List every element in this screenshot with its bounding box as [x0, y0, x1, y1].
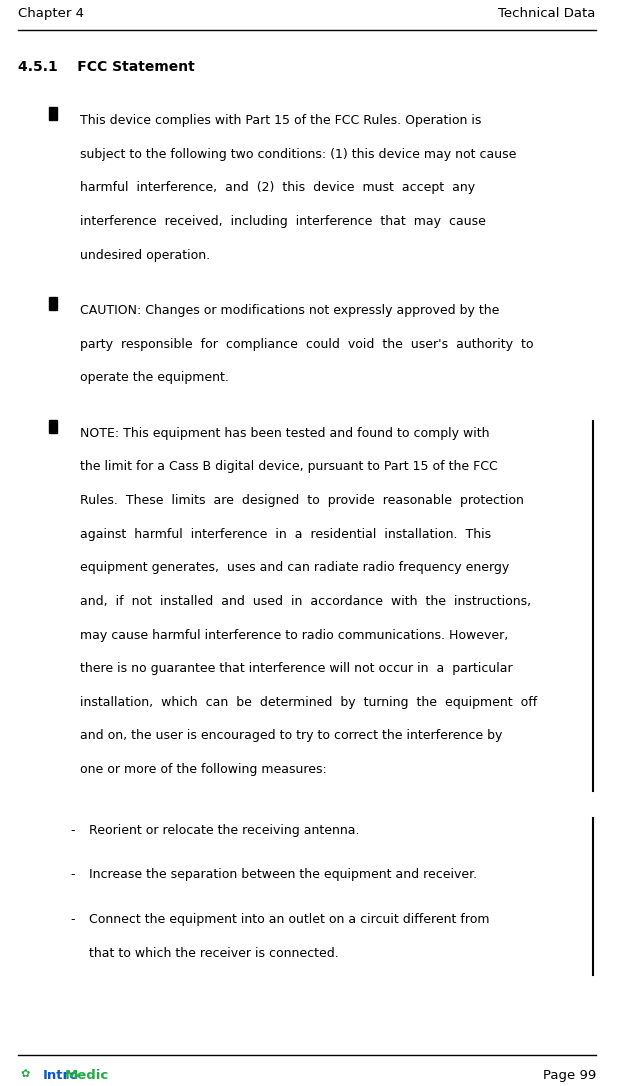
Text: NOTE: This equipment has been tested and found to comply with: NOTE: This equipment has been tested and…: [80, 427, 490, 440]
Text: equipment generates,  uses and can radiate radio frequency energy: equipment generates, uses and can radiat…: [80, 561, 509, 574]
Text: Increase the separation between the equipment and receiver.: Increase the separation between the equi…: [89, 869, 477, 882]
Bar: [49, 298, 56, 311]
Text: CAUTION: Changes or modifications not expressly approved by the: CAUTION: Changes or modifications not ex…: [80, 304, 499, 317]
Text: Connect the equipment into an outlet on a circuit different from: Connect the equipment into an outlet on …: [89, 913, 490, 926]
Text: Rules.  These  limits  are  designed  to  provide  reasonable  protection: Rules. These limits are designed to prov…: [80, 494, 524, 507]
Bar: [49, 420, 56, 433]
Text: and on, the user is encouraged to try to correct the interference by: and on, the user is encouraged to try to…: [80, 730, 502, 743]
Text: against  harmful  interference  in  a  residential  installation.  This: against harmful interference in a reside…: [80, 528, 491, 541]
Text: one or more of the following measures:: one or more of the following measures:: [80, 763, 326, 776]
Text: installation,  which  can  be  determined  by  turning  the  equipment  off: installation, which can be determined by…: [80, 696, 537, 709]
Text: operate the equipment.: operate the equipment.: [80, 371, 228, 384]
Text: Page 99: Page 99: [543, 1070, 596, 1083]
Text: that to which the receiver is connected.: that to which the receiver is connected.: [89, 947, 339, 960]
Text: interference  received,  including  interference  that  may  cause: interference received, including interfe…: [80, 215, 486, 228]
Text: and,  if  not  installed  and  used  in  accordance  with  the  instructions,: and, if not installed and used in accord…: [80, 595, 531, 608]
Text: subject to the following two conditions: (1) this device may not cause: subject to the following two conditions:…: [80, 148, 516, 161]
Text: Medic: Medic: [65, 1070, 109, 1083]
Text: may cause harmful interference to radio communications. However,: may cause harmful interference to radio …: [80, 629, 508, 642]
Text: ✿: ✿: [20, 1070, 29, 1079]
Text: undesired operation.: undesired operation.: [80, 249, 210, 262]
Text: harmful  interference,  and  (2)  this  device  must  accept  any: harmful interference, and (2) this devic…: [80, 181, 475, 194]
Text: the limit for a Cass B digital device, pursuant to Part 15 of the FCC: the limit for a Cass B digital device, p…: [80, 460, 498, 473]
Text: Reorient or relocate the receiving antenna.: Reorient or relocate the receiving anten…: [89, 824, 360, 837]
Text: party  responsible  for  compliance  could  void  the  user's  authority  to: party responsible for compliance could v…: [80, 338, 533, 351]
Text: Chapter 4: Chapter 4: [19, 7, 84, 20]
Text: there is no guarantee that interference will not occur in  a  particular: there is no guarantee that interference …: [80, 662, 513, 675]
Text: This device complies with Part 15 of the FCC Rules. Operation is: This device complies with Part 15 of the…: [80, 114, 481, 127]
Text: -: -: [70, 824, 75, 837]
Text: -: -: [70, 869, 75, 882]
Text: -: -: [70, 913, 75, 926]
Bar: [49, 108, 56, 121]
Text: 4.5.1    FCC Statement: 4.5.1 FCC Statement: [19, 60, 195, 74]
Text: Technical Data: Technical Data: [499, 7, 596, 20]
Text: Intro: Intro: [43, 1070, 79, 1083]
